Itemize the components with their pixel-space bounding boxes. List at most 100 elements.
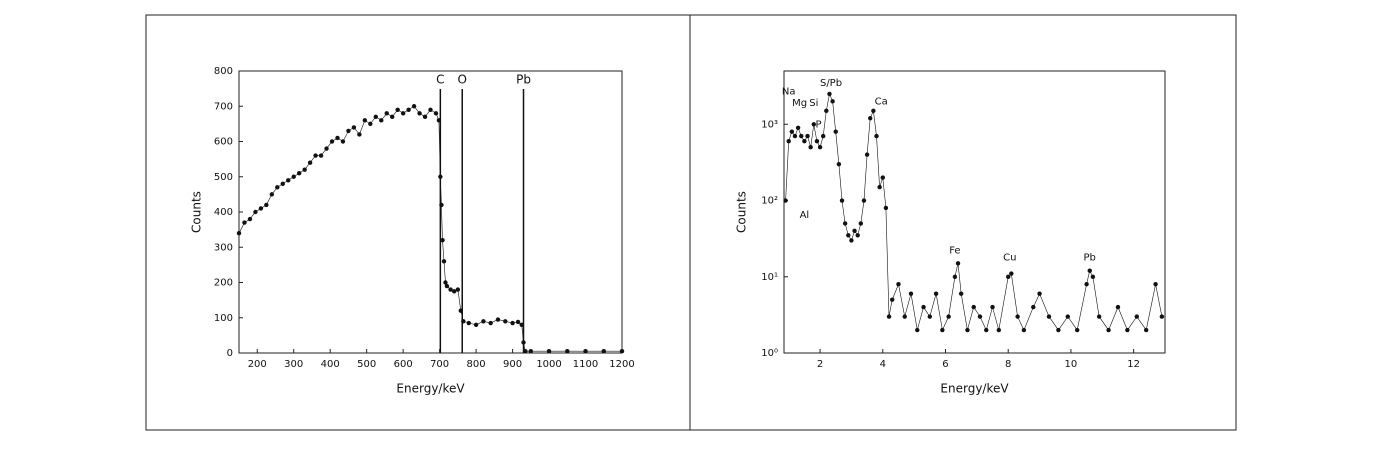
data-point: [827, 91, 832, 97]
data-point: [1074, 327, 1080, 333]
data-point: [824, 108, 829, 114]
y-axis-label: Counts: [190, 191, 204, 233]
data-point: [619, 349, 625, 354]
data-point: [1106, 327, 1111, 333]
data-point: [855, 233, 860, 238]
data-point: [448, 287, 453, 292]
data-point: [583, 349, 588, 354]
x-tick-label: 10: [1065, 359, 1078, 370]
data-point: [444, 283, 450, 289]
data-point: [340, 139, 346, 144]
data-point: [984, 327, 989, 333]
x-tick-label: 1200: [609, 359, 634, 370]
data-point: [247, 216, 253, 222]
data-point: [915, 327, 920, 333]
peak-label: Mg: [792, 98, 807, 109]
peak-label: Fe: [949, 246, 960, 257]
data-point: [1143, 327, 1149, 333]
x-tick-label: 1000: [536, 359, 561, 370]
data-point: [883, 205, 889, 211]
y-tick-label: 400: [214, 207, 233, 218]
data-point: [373, 114, 378, 120]
data-point: [565, 349, 570, 354]
data-point: [481, 319, 486, 324]
data-point: [395, 107, 400, 112]
x-tick-label: 1100: [573, 359, 598, 370]
data-point: [802, 139, 807, 144]
data-point: [258, 206, 264, 211]
data-point: [1009, 271, 1014, 276]
data-point: [1031, 304, 1036, 310]
x-tick-label: 6: [942, 359, 948, 370]
marker-label: Pb: [516, 73, 531, 87]
data-point: [896, 281, 901, 287]
data-point: [1087, 268, 1092, 273]
data-point: [846, 233, 851, 238]
data-point: [1015, 314, 1020, 319]
data-point: [1006, 274, 1011, 279]
data-point: [236, 230, 242, 236]
data-point: [861, 198, 867, 203]
x-tick-label: 700: [430, 359, 449, 370]
y-axis-label: Counts: [735, 191, 749, 233]
y-tick-label: 200: [214, 278, 233, 289]
data-point: [889, 297, 895, 302]
x-tick-label: 8: [1005, 359, 1011, 370]
data-point: [839, 198, 845, 203]
data-point: [921, 304, 926, 310]
data-point: [858, 221, 864, 226]
data-point: [313, 153, 318, 158]
data-point: [291, 174, 296, 179]
data-point: [466, 320, 471, 326]
data-point: [1159, 314, 1165, 319]
peak-label: Al: [800, 210, 810, 221]
data-point: [302, 167, 307, 172]
data-point: [307, 160, 313, 165]
data-point: [990, 304, 995, 310]
data-point: [1125, 327, 1130, 333]
data-point: [400, 111, 406, 116]
x-tick-label: 12: [1127, 359, 1140, 370]
data-point: [264, 202, 269, 208]
data-point: [515, 319, 521, 325]
data-point: [495, 317, 501, 322]
data-point: [842, 221, 848, 226]
y-tick-label: 800: [214, 66, 233, 77]
peak-label: P: [815, 119, 821, 130]
plot-frame: [783, 70, 1166, 354]
data-point: [1046, 314, 1052, 319]
data-point: [433, 111, 439, 116]
data-point: [799, 133, 804, 139]
frame: [145, 14, 1237, 431]
marker-label: O: [458, 73, 467, 87]
data-point: [965, 327, 970, 333]
data-point: [1056, 327, 1061, 333]
x-tick-label: 500: [357, 359, 376, 370]
peak-label: Na: [782, 86, 796, 97]
data-line: [238, 105, 622, 352]
data-point: [952, 274, 958, 279]
data-point: [792, 133, 798, 139]
data-point: [933, 291, 939, 296]
y-tick-label: 600: [214, 137, 233, 148]
data-point: [864, 152, 870, 157]
data-point: [940, 327, 945, 333]
data-point: [510, 320, 515, 326]
data-point: [1096, 314, 1102, 319]
data-point: [351, 125, 357, 130]
data-line: [785, 92, 1163, 332]
plot-frame: [238, 70, 623, 354]
data-point: [836, 161, 842, 167]
data-point: [955, 261, 961, 266]
y-tick-label: 10²: [761, 196, 778, 207]
x-tick-label: 900: [503, 359, 522, 370]
data-point: [422, 114, 428, 120]
data-point: [946, 314, 951, 319]
data-point: [783, 198, 788, 203]
peak-label: Ca: [875, 96, 888, 107]
data-point: [1115, 304, 1121, 310]
data-point: [830, 99, 835, 104]
data-point: [880, 175, 885, 180]
x-tick-label: 400: [321, 359, 340, 370]
peak-label: Cu: [1003, 252, 1016, 263]
